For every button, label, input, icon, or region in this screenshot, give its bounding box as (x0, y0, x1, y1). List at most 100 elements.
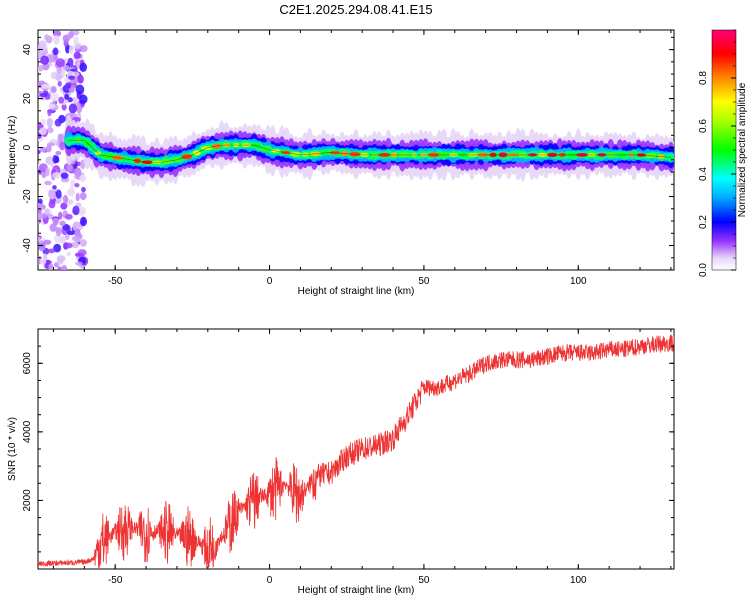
heatmap-y-tick-label: 40 (22, 44, 33, 56)
heatmap-cell (60, 172, 69, 179)
heatmap-cell (79, 192, 87, 201)
heatmap-cell (67, 97, 73, 103)
heatmap-cell (66, 163, 73, 172)
heatmap-cell (53, 243, 62, 253)
colorbar-tick-label: 0.0 (698, 263, 709, 277)
heatmap-cell (59, 141, 66, 151)
heatmap-cell (68, 44, 74, 55)
heatmap-cell (65, 224, 71, 234)
heatmap-cell (44, 34, 50, 41)
colorbar-tick-label: 0.2 (698, 215, 709, 229)
heatmap-y-tick-label: -20 (22, 189, 33, 204)
heatmap-cell (77, 74, 84, 84)
heatmap-cell (56, 66, 63, 75)
heatmap-cell (70, 84, 75, 93)
heatmap-cell (48, 200, 56, 209)
heatmap-cell (57, 80, 62, 87)
heatmap-cell (43, 239, 52, 245)
heatmap-cell (39, 127, 47, 136)
heatmap-cell (74, 183, 80, 188)
heatmap-cell (38, 163, 48, 173)
snr-x-tick-label: 100 (570, 575, 587, 586)
heatmap-cell (52, 47, 59, 56)
heatmap-cell (47, 248, 56, 254)
heatmap-x-tick-label: 50 (418, 276, 430, 287)
heatmap-cell (73, 51, 81, 60)
heatmap-panel: -50 0 50 100 -40 -20 0 20 40 Height of straight … (7, 29, 675, 297)
heatmap-cell (40, 55, 49, 65)
heatmap-cell (48, 103, 56, 109)
heatmap-cell (80, 159, 86, 170)
heatmap-cell (79, 94, 88, 104)
heatmap-cell (74, 229, 81, 237)
heatmap-cell (72, 221, 79, 232)
heatmap-cell (75, 261, 83, 266)
heatmap-cell (68, 103, 78, 114)
snr-y-tick-label: 2000 (22, 489, 33, 512)
heatmap-cell (52, 30, 62, 37)
heatmap-ridge-line (68, 139, 671, 163)
heatmap-cell (38, 242, 46, 252)
heatmap-cell (39, 92, 48, 98)
heatmap-cell (72, 96, 78, 104)
heatmap-cell (55, 72, 62, 82)
heatmap-cell (64, 213, 73, 220)
heatmap-cell (54, 118, 62, 127)
heatmap-cell (62, 194, 69, 204)
heatmap-y-tick-label: 0 (22, 144, 33, 150)
heatmap-cell (73, 41, 82, 50)
heatmap-cell (60, 69, 66, 78)
heatmap-cell (40, 118, 47, 126)
heatmap-cell (39, 257, 47, 265)
snr-series-line (38, 334, 674, 569)
heatmap-cell (78, 206, 86, 216)
heatmap-cell (65, 82, 72, 88)
colorbar-tick-label: 0.6 (698, 119, 709, 133)
heatmap-cell (72, 205, 80, 216)
heatmap-cell (74, 252, 81, 257)
snr-axes: -50 0 50 100 2000 4000 6000 (22, 328, 674, 586)
heatmap-y-axis-label: Frequency (Hz) (7, 116, 18, 185)
heatmap-cell (68, 75, 76, 80)
heatmap-cell (75, 192, 80, 202)
heatmap-cell (71, 235, 81, 242)
heatmap-cell (55, 189, 62, 199)
heatmap-cell (51, 86, 57, 93)
heatmap-x-tick-label: 0 (267, 276, 273, 287)
snr-x-tick-label: -50 (108, 575, 123, 586)
colorbar-ticks: 0.0 0.2 0.4 0.6 0.8 (698, 29, 736, 277)
heatmap-cell (60, 202, 68, 210)
snr-y-tick-label: 6000 (22, 352, 33, 375)
heatmap-cell (55, 150, 62, 156)
heatmap-cell (42, 214, 48, 219)
heatmap-cell (39, 146, 47, 153)
heatmap-cell (69, 184, 74, 193)
heatmap-cell (46, 117, 53, 128)
heatmap-y-tick-label: -40 (22, 238, 33, 253)
heatmap-marks (38, 30, 674, 270)
heatmap-cell (79, 239, 87, 247)
heatmap-cell (48, 189, 54, 199)
heatmap-cell (68, 30, 74, 39)
colorbar-tick-label: 0.8 (698, 71, 709, 85)
snr-x-tick-label: 50 (418, 575, 430, 586)
heatmap-cell (79, 62, 88, 73)
heatmap-cell (79, 216, 88, 227)
heatmap-cell (55, 58, 65, 68)
heatmap-x-tick-label: 100 (570, 276, 587, 287)
heatmap-cell (61, 103, 67, 111)
heatmap-cell (49, 223, 57, 232)
heatmap-cell (64, 242, 73, 249)
heatmap-cell (61, 265, 68, 270)
snr-panel: -50 0 50 100 2000 4000 6000 Height of straight… (7, 328, 675, 596)
heatmap-cell (45, 167, 50, 177)
heatmap-cell (59, 235, 66, 244)
snr-x-axis-label: Height of straight line (km) (298, 585, 415, 596)
heatmap-cell (52, 185, 57, 190)
heatmap-axes: -50 0 50 100 -40 -20 0 20 40 (22, 30, 674, 287)
heatmap-cell (44, 180, 52, 186)
heatmap-cell (46, 127, 54, 134)
heatmap-cell (38, 40, 47, 49)
